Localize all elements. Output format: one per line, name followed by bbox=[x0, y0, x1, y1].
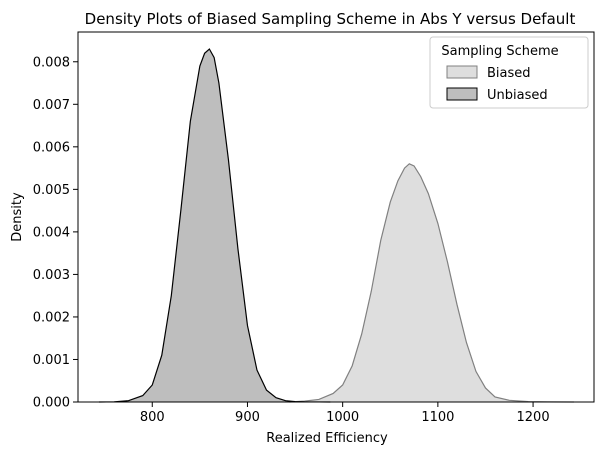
y-tick-label: 0.007 bbox=[33, 98, 70, 113]
series-area-unbiased bbox=[98, 49, 331, 402]
x-tick-label: 1100 bbox=[421, 410, 454, 425]
x-tick-label: 1000 bbox=[326, 410, 359, 425]
x-tick-label: 800 bbox=[140, 410, 165, 425]
legend-items: Biased Unbiased bbox=[446, 65, 548, 103]
legend-swatch-biased bbox=[446, 65, 478, 79]
y-tick-label: 0.006 bbox=[33, 140, 70, 155]
y-tick-label: 0.001 bbox=[33, 353, 70, 368]
plot-frame bbox=[77, 31, 595, 403]
series-layer bbox=[98, 48, 575, 403]
series-area-biased bbox=[289, 163, 575, 402]
x-axis-label: Realized Efficiency bbox=[266, 431, 388, 446]
x-tick-label: 1200 bbox=[517, 410, 550, 425]
y-axis-label: Density bbox=[10, 192, 25, 242]
y-tick-label: 0.008 bbox=[33, 55, 70, 70]
series-line-unbiased bbox=[98, 48, 331, 403]
legend-swatch-unbiased bbox=[446, 87, 478, 101]
y-tick-label: 0.002 bbox=[33, 310, 70, 325]
chart-title: Density Plots of Biased Sampling Scheme … bbox=[85, 10, 576, 28]
legend-label-unbiased: Unbiased bbox=[487, 88, 548, 103]
y-axis: 0.000 0.001 0.002 0.003 0.004 0.005 0.006 0.007… bbox=[33, 55, 78, 411]
y-tick-label: 0.004 bbox=[33, 225, 70, 240]
legend: Sampling Scheme Biased Unbiased bbox=[429, 36, 589, 109]
y-tick-label: 0.003 bbox=[33, 268, 70, 283]
x-tick-label: 900 bbox=[235, 410, 260, 425]
y-tick-label: 0.005 bbox=[33, 183, 70, 198]
legend-label-biased: Biased bbox=[487, 66, 531, 81]
y-tick-label: 0.000 bbox=[33, 396, 70, 411]
x-axis: 800 900 1000 1100 1200 bbox=[140, 402, 550, 425]
series-line-biased bbox=[289, 163, 575, 403]
legend-title: Sampling Scheme bbox=[441, 44, 558, 59]
